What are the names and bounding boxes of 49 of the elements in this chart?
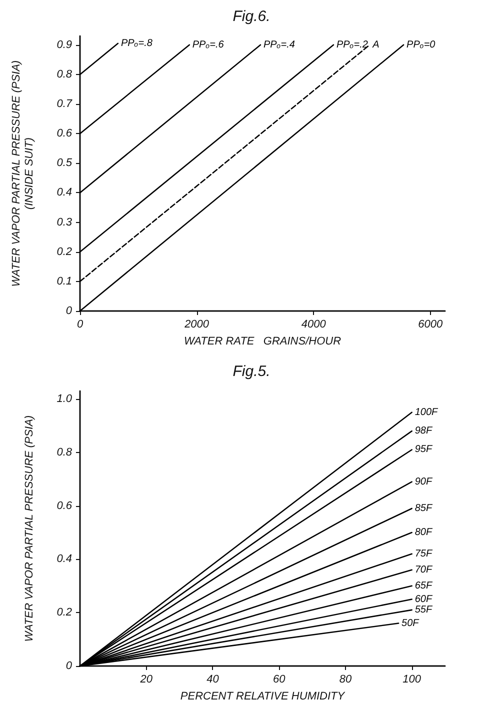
series-label: A [372, 39, 380, 50]
x-tick-label: 80 [339, 674, 352, 686]
series-label: 80F [414, 527, 433, 538]
y-tick-label: 0.8 [56, 68, 73, 80]
y-tick-label: 0.6 [56, 128, 73, 140]
series-label: 60F [414, 594, 433, 605]
series-label: 55F [414, 604, 433, 616]
x-tick-label: 2000 [184, 318, 210, 330]
y-tick-label: 0.2 [56, 606, 72, 619]
y-tick-label: 0.4 [56, 553, 72, 566]
chart-title: Fig.6. [232, 8, 270, 25]
y-tick-label: 1.0 [56, 393, 73, 406]
series-label: 95F [414, 444, 433, 456]
series-label: 85F [414, 502, 433, 514]
series-label: 100F [414, 406, 439, 418]
x-tick-label: 4000 [301, 318, 327, 330]
y-tick-label: 0.2 [56, 246, 72, 258]
series-label: 98F [414, 426, 433, 437]
x-tick-label: 6000 [418, 318, 444, 330]
y-tick-label: 0.6 [56, 500, 73, 512]
y-axis-title: WATER VAPOR PARTIAL PRESSURE (PSIA) [24, 414, 36, 642]
x-axis-title: PERCENT RELATIVE HUMIDITY [180, 690, 346, 702]
series-label: PPₒ=.6 [192, 39, 224, 50]
y-tick-label: 0.7 [56, 98, 73, 110]
series-label: PPₒ=.4 [263, 39, 296, 50]
y-tick-label: 0.3 [56, 216, 73, 228]
y-tick-label: 0.9 [56, 38, 72, 51]
series-label: 65F [414, 580, 433, 592]
series-label: 50F [402, 618, 420, 629]
y-tick-label: 0.1 [56, 275, 72, 288]
y-tick-label: 0 [66, 660, 73, 672]
x-tick-label: 20 [139, 674, 154, 686]
series-label: PPₒ=.2 [336, 39, 368, 50]
series-label: 90F [414, 476, 433, 488]
x-tick-label: 60 [272, 674, 286, 686]
series-label: PPₒ=0 [406, 39, 436, 50]
y-axis-title: WATER VAPOR PARTIAL PRESSURE (PSIA) (INSIDE SUIT) [10, 60, 36, 287]
x-tick-label: 0 [76, 318, 84, 330]
chart-title: Fig.5. [232, 363, 270, 380]
series-label: PPₒ=.8 [120, 38, 153, 49]
series-label: 75F [414, 548, 433, 560]
y-tick-label: 0 [66, 305, 73, 317]
y-tick-label: 0.4 [56, 186, 72, 199]
y-tick-label: 0.8 [56, 446, 73, 458]
y-tick-label: 0.5 [56, 157, 73, 170]
x-tick-label: 40 [206, 674, 220, 686]
x-tick-label: 100 [402, 674, 422, 686]
series-label: 70F [414, 564, 433, 576]
x-axis-title: WATER RATE GRAINS/HOUR [184, 335, 342, 348]
